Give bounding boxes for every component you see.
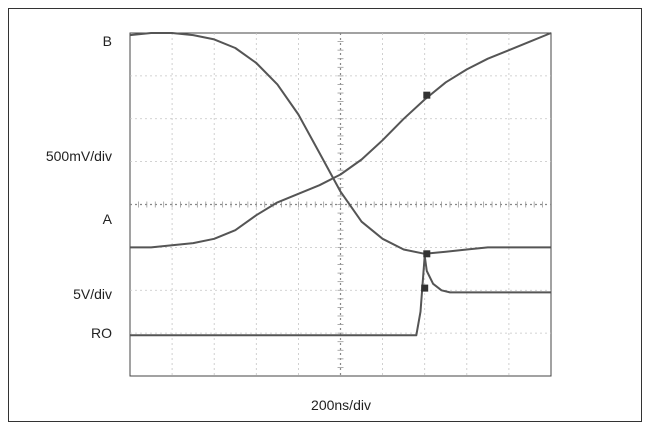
trace-RO (130, 254, 551, 337)
label-RO: RO (91, 325, 112, 341)
trace-B (129, 32, 551, 255)
trace-A (130, 32, 552, 249)
cursor-marker-A (423, 91, 431, 99)
cursor-marker-B (423, 250, 431, 258)
figure-frame (8, 8, 642, 422)
label-scale-ro: 5V/div (73, 286, 112, 302)
traces (129, 32, 552, 337)
grid (130, 33, 551, 376)
x-axis-label: 200ns/div (311, 397, 371, 413)
cursor-marker-RO (421, 284, 429, 292)
label-A: A (103, 211, 113, 227)
label-scale-ab: 500mV/div (46, 148, 112, 164)
label-B: B (103, 33, 112, 49)
